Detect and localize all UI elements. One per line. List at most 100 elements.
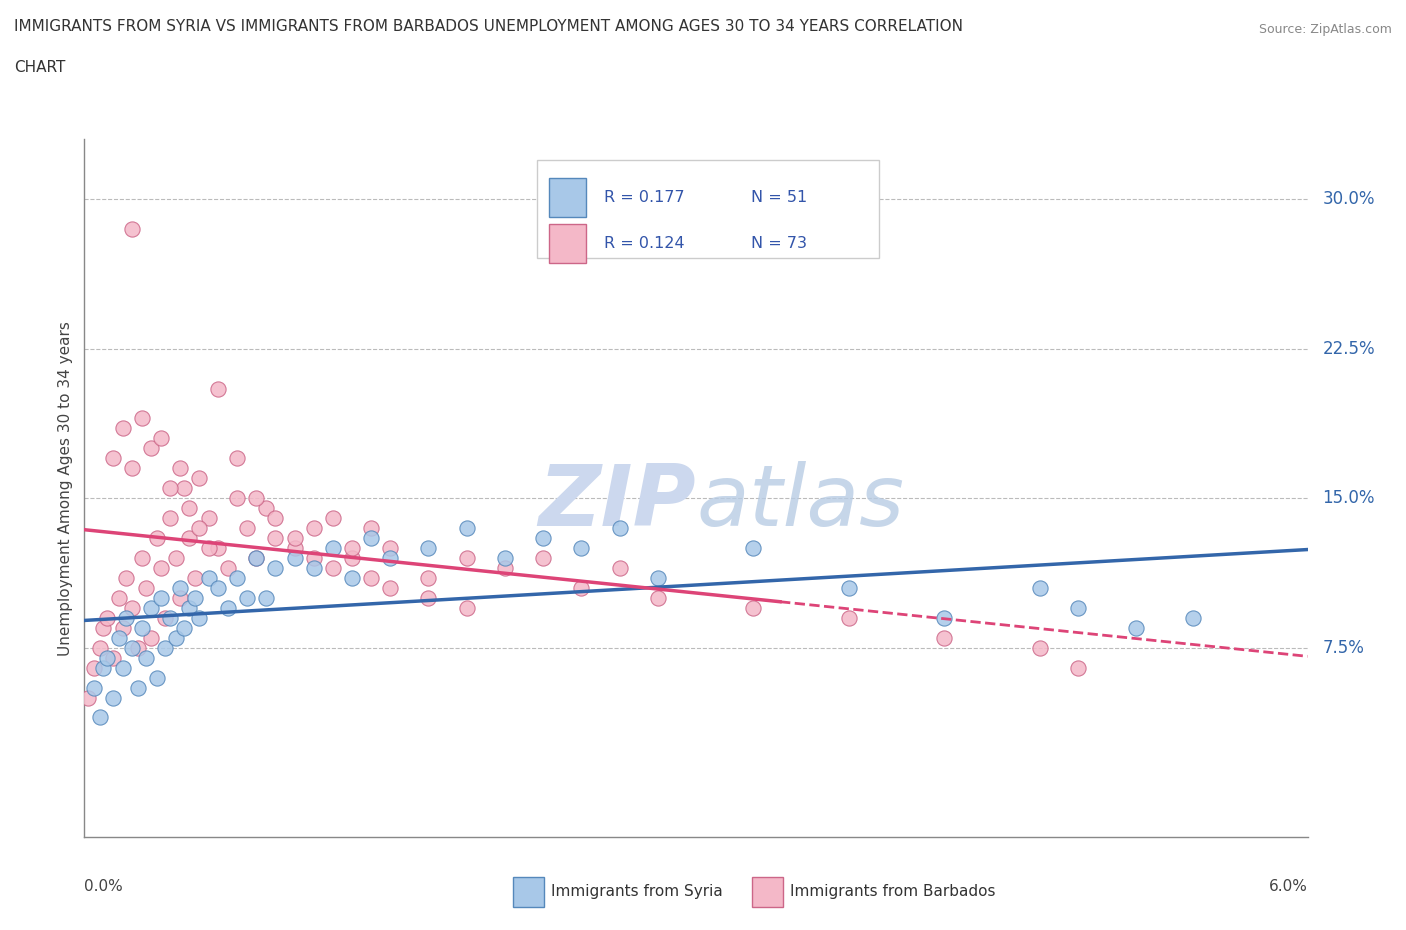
Text: IMMIGRANTS FROM SYRIA VS IMMIGRANTS FROM BARBADOS UNEMPLOYMENT AMONG AGES 30 TO : IMMIGRANTS FROM SYRIA VS IMMIGRANTS FROM… [14,19,963,33]
Point [146,531,169,546]
Bar [550,179,586,217]
Point [284,540,307,555]
Point [135,650,157,665]
Point [188,471,211,485]
Point [742,601,765,616]
Point [302,561,325,576]
Point [647,570,669,585]
Point [179,531,201,546]
Point [245,551,267,565]
Point [456,551,478,565]
Point [360,570,382,585]
Point [101,650,124,665]
Point [131,551,153,565]
Point [226,451,249,466]
Point [184,570,207,585]
Point [456,521,478,536]
Point [647,591,669,605]
Point [121,601,143,616]
Point [83,680,105,695]
Point [153,610,176,625]
Point [207,381,229,396]
Point [89,640,111,655]
Point [226,491,249,506]
Point [169,591,191,605]
Text: 7.5%: 7.5% [1322,639,1364,657]
Point [101,690,124,705]
Point [531,551,554,565]
Point [96,610,118,625]
Point [934,610,956,625]
Point [131,620,153,635]
Point [838,610,860,625]
Point [127,680,149,695]
Point [111,660,134,675]
Point [322,511,344,525]
Text: atlas: atlas [696,460,904,544]
Point [609,521,631,536]
Point [380,540,402,555]
Text: Source: ZipAtlas.com: Source: ZipAtlas.com [1258,23,1392,36]
Point [236,591,259,605]
Point [159,511,181,525]
Point [141,601,163,616]
Point [418,570,440,585]
Point [127,640,149,655]
Point [96,650,118,665]
Point [569,580,592,595]
Point [121,221,143,236]
Text: R = 0.177: R = 0.177 [605,190,685,205]
Point [284,531,307,546]
Point [1029,580,1052,595]
Point [77,690,100,705]
Point [188,610,211,625]
Point [207,580,229,595]
Point [101,451,124,466]
Point [569,540,592,555]
Point [107,591,129,605]
Point [93,660,115,675]
Point [197,511,219,525]
Text: 15.0%: 15.0% [1322,489,1375,507]
Point [115,570,138,585]
Point [107,631,129,645]
Point [264,561,287,576]
Point [1067,660,1090,675]
Point [742,540,765,555]
Point [1067,601,1090,616]
Point [217,561,239,576]
Point [380,551,402,565]
Text: 22.5%: 22.5% [1322,339,1375,358]
Text: N = 51: N = 51 [751,190,807,205]
Point [121,640,143,655]
FancyBboxPatch shape [537,161,880,259]
Point [149,591,172,605]
Point [494,551,516,565]
Point [179,500,201,515]
Point [322,561,344,576]
Point [141,441,163,456]
Point [340,540,363,555]
Point [188,521,211,536]
Point [226,570,249,585]
Text: CHART: CHART [14,60,66,75]
Point [1125,620,1147,635]
Point [322,540,344,555]
Point [165,631,187,645]
Point [254,500,277,515]
Point [197,540,219,555]
Point [609,561,631,576]
Text: 0.0%: 0.0% [84,879,124,894]
Point [179,601,201,616]
Point [360,521,382,536]
Point [146,671,169,685]
Y-axis label: Unemployment Among Ages 30 to 34 years: Unemployment Among Ages 30 to 34 years [58,321,73,656]
Point [245,551,267,565]
Bar [550,224,586,262]
Text: 30.0%: 30.0% [1322,191,1375,208]
Point [111,421,134,436]
Point [284,551,307,565]
Point [838,580,860,595]
Point [173,620,195,635]
Text: Immigrants from Syria: Immigrants from Syria [551,884,723,899]
